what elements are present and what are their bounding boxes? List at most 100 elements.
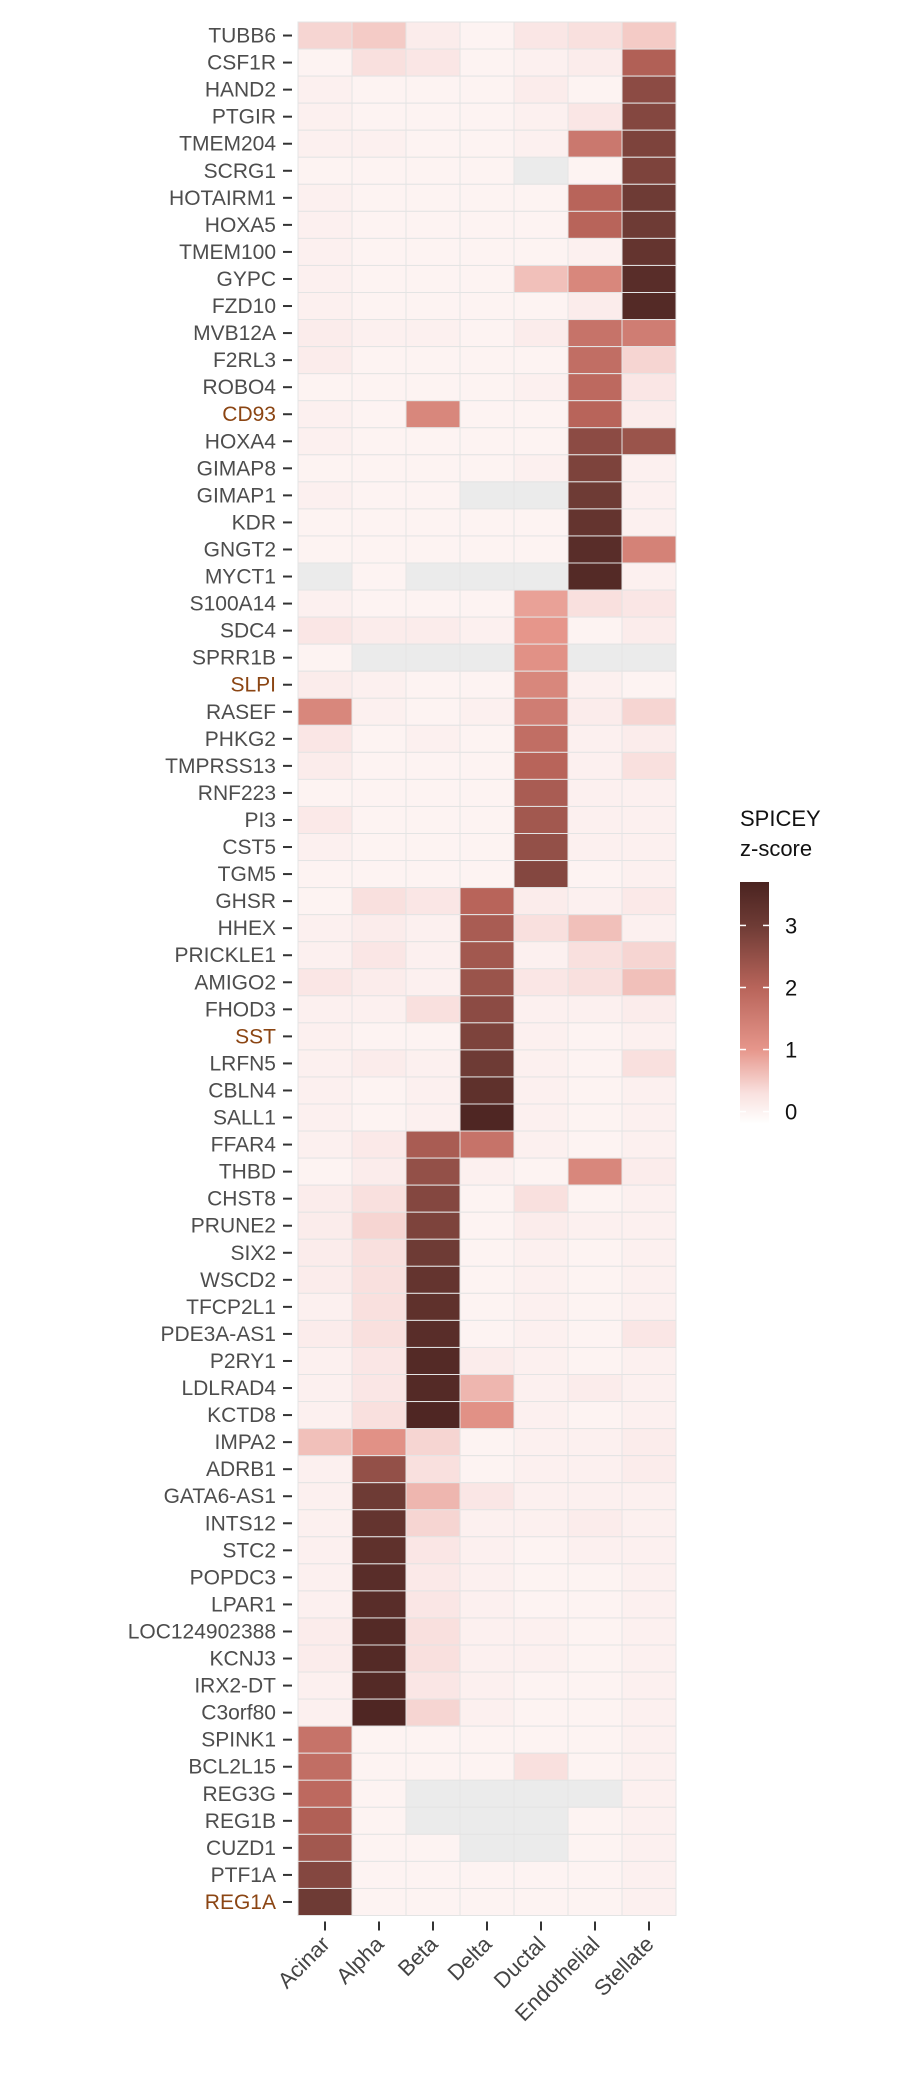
heatmap-cell (567, 1184, 623, 1213)
heatmap-cell (459, 1779, 515, 1808)
gene-label: TGM5 (218, 863, 276, 886)
heatmap-cell (567, 481, 623, 510)
gene-label: GNGT2 (204, 538, 276, 561)
gene-label: RASEF (206, 701, 276, 724)
heatmap-cell (459, 156, 515, 185)
heatmap-cell (567, 1455, 623, 1484)
heatmap-cell (297, 941, 353, 970)
heatmap-cell (513, 427, 569, 456)
heatmap-cell (297, 1482, 353, 1511)
heatmap-cell (297, 887, 353, 916)
heatmap-cell (621, 1238, 677, 1267)
heatmap-cell (351, 860, 407, 889)
heatmap-cell (351, 562, 407, 591)
heatmap-cell (405, 1076, 461, 1105)
heatmap-cell (567, 751, 623, 780)
heatmap-cell (351, 1374, 407, 1403)
heatmap-cell (513, 454, 569, 483)
heatmap-cell (621, 319, 677, 348)
heatmap-cell (567, 1644, 623, 1673)
heatmap-cell (297, 508, 353, 537)
heatmap-cell (405, 1103, 461, 1132)
heatmap-cell (297, 697, 353, 726)
heatmap-cell (621, 1319, 677, 1348)
gene-label: F2RL3 (213, 349, 276, 372)
heatmap-cell (513, 724, 569, 753)
heatmap-cell (297, 1346, 353, 1375)
gene-label: GATA6-AS1 (164, 1485, 276, 1508)
heatmap-cell (513, 210, 569, 239)
heatmap-cell (459, 1509, 515, 1538)
heatmap-cell (513, 264, 569, 294)
heatmap-cell (405, 183, 461, 212)
heatmap-cell (459, 1482, 515, 1511)
heatmap-cell (513, 237, 569, 266)
heatmap-cell (297, 237, 353, 266)
heatmap-cell (567, 346, 623, 375)
gene-label: AMIGO2 (194, 971, 276, 994)
heatmap-cell (513, 1238, 569, 1267)
heatmap-cell (513, 346, 569, 375)
heatmap-cell (621, 805, 677, 835)
heatmap-cell (351, 129, 407, 158)
heatmap-cell (513, 1536, 569, 1565)
heatmap-cell (567, 1130, 623, 1159)
gene-label: SPINK1 (201, 1729, 276, 1752)
gene-label: LDLRAD4 (181, 1377, 276, 1400)
heatmap-cell (567, 183, 623, 212)
heatmap-cell (459, 535, 515, 564)
gene-label: STC2 (222, 1539, 276, 1562)
heatmap-cell (621, 1211, 677, 1240)
gene-label: LPAR1 (211, 1593, 276, 1616)
heatmap-cell (297, 1238, 353, 1267)
heatmap-cell (351, 346, 407, 375)
heatmap-cell (513, 805, 569, 835)
heatmap-cell (297, 860, 353, 889)
heatmap-cell (405, 1374, 461, 1403)
heatmap-cell (513, 129, 569, 158)
heatmap-cell (297, 914, 353, 943)
heatmap-cell (621, 1157, 677, 1186)
column-tick-marks (324, 1921, 650, 1931)
heatmap-cell (405, 860, 461, 889)
heatmap-cell (297, 1374, 353, 1403)
cell-type-label: Beta (393, 1931, 443, 1981)
heatmap-cell (297, 995, 353, 1024)
heatmap-cell (297, 400, 353, 429)
heatmap-cell (405, 48, 461, 77)
gene-label: PDE3A-AS1 (160, 1323, 276, 1346)
heatmap-cell (351, 1265, 407, 1294)
heatmap-cell (459, 1563, 515, 1592)
heatmap-cell (621, 264, 677, 294)
heatmap-cell (405, 535, 461, 564)
heatmap-cell (513, 1806, 569, 1835)
heatmap-cell (405, 1644, 461, 1673)
heatmap-cell (513, 778, 569, 807)
heatmap-cell (621, 129, 677, 158)
heatmap-cell (513, 1184, 569, 1213)
gene-label: CBLN4 (208, 1079, 276, 1102)
heatmap-cell (459, 1698, 515, 1727)
heatmap-cell (459, 1725, 515, 1754)
gene-label: SLPI (230, 674, 276, 697)
heatmap-cell (459, 1022, 515, 1051)
heatmap-cell (513, 1022, 569, 1051)
heatmap-cell (405, 941, 461, 970)
gene-label: FHOD3 (205, 998, 276, 1021)
heatmap-cell (405, 968, 461, 997)
heatmap-cell (621, 1590, 677, 1619)
heatmap-cell (621, 616, 677, 645)
heatmap-cell (351, 1428, 407, 1457)
gene-label: GIMAP1 (197, 484, 276, 507)
heatmap-cell (459, 1536, 515, 1565)
heatmap-cell (567, 941, 623, 970)
gene-label: PI3 (244, 809, 276, 832)
gene-label: HOXA5 (205, 214, 276, 237)
heatmap-cell (513, 1860, 569, 1889)
heatmap-cell (567, 1779, 623, 1808)
heatmap-cell (405, 373, 461, 402)
gene-label: GHSR (215, 890, 276, 913)
heatmap-cell (621, 1482, 677, 1511)
heatmap-cell (459, 1887, 515, 1916)
heatmap-cell (567, 21, 623, 50)
